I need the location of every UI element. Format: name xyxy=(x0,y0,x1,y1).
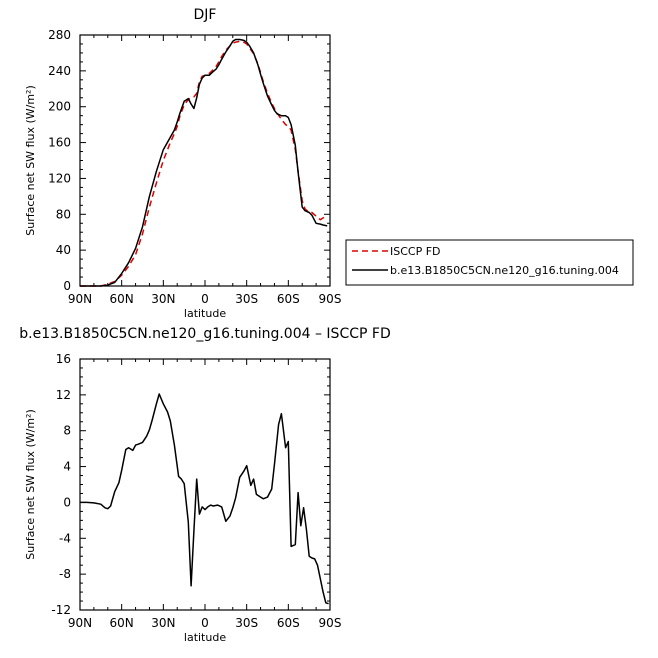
y-tick-label: 8 xyxy=(63,424,71,438)
series-line-1 xyxy=(80,393,329,605)
y-tick-label: 16 xyxy=(56,352,71,366)
x-tick-label: 30N xyxy=(151,292,175,306)
y-tick-label: 120 xyxy=(48,171,71,185)
legend-box xyxy=(345,239,634,286)
x-tick-label: 60S xyxy=(277,292,300,306)
chart-title: b.e13.B1850C5CN.ne120_g16.tuning.004 – I… xyxy=(19,326,390,342)
chart-title: DJF xyxy=(194,7,217,23)
y-tick-label: 200 xyxy=(48,100,71,114)
y-tick-label: -12 xyxy=(51,603,71,617)
legend-label-1: ISCCP FD xyxy=(390,245,441,258)
legend-label-2: b.e13.B1850C5CN.ne120_g16.tuning.004 xyxy=(390,264,619,277)
x-tick-label: 90N xyxy=(68,292,92,306)
series-line-2 xyxy=(80,38,328,287)
x-tick-label: 60N xyxy=(110,616,134,630)
x-axis-label: latitude xyxy=(184,631,226,644)
series-line-1 xyxy=(80,40,328,287)
x-tick-label: 90N xyxy=(68,616,92,630)
x-tick-label: 60S xyxy=(277,616,300,630)
x-tick-label: 0 xyxy=(201,616,209,630)
y-axis-label: Surface net SW flux (W/m²) xyxy=(24,409,37,560)
y-tick-label: -8 xyxy=(59,567,71,581)
y-tick-label: 40 xyxy=(56,243,71,257)
y-tick-label: 0 xyxy=(63,279,71,293)
x-axis-label: latitude xyxy=(184,307,226,320)
x-tick-label: 30S xyxy=(235,292,258,306)
x-tick-label: 30N xyxy=(151,616,175,630)
x-tick-label: 90S xyxy=(319,616,342,630)
x-tick-label: 60N xyxy=(110,292,134,306)
x-tick-label: 30S xyxy=(235,616,258,630)
y-tick-label: 12 xyxy=(56,388,71,402)
y-tick-label: 4 xyxy=(63,460,71,474)
top-chart: DJF 90N 60N 30N 0 30S 60S 90S 0 40 80 120 160 200 240 2… xyxy=(24,7,634,320)
x-tick-label: 0 xyxy=(201,292,209,306)
y-tick-label: 280 xyxy=(48,28,71,42)
y-tick-label: 0 xyxy=(63,495,71,509)
y-axis-label: Surface net SW flux (W/m²) xyxy=(24,85,37,236)
y-tick-label: -4 xyxy=(59,531,71,545)
y-tick-label: 240 xyxy=(48,64,71,78)
plot-frame xyxy=(79,34,331,287)
y-tick-label: 160 xyxy=(48,136,71,150)
y-tick-label: 80 xyxy=(56,207,71,221)
x-tick-label: 90S xyxy=(319,292,342,306)
difference-chart: b.e13.B1850C5CN.ne120_g16.tuning.004 – I… xyxy=(19,326,390,644)
